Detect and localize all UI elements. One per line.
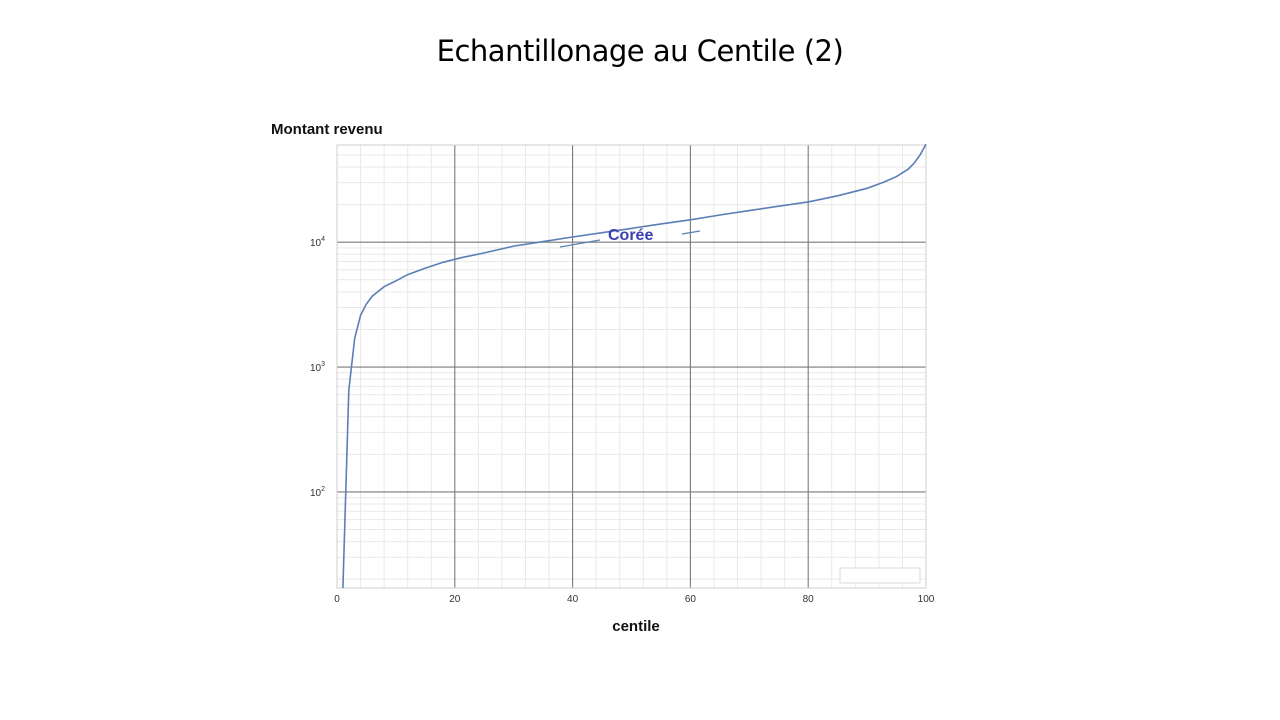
x-axis-label: centile bbox=[612, 618, 660, 635]
major-grid bbox=[337, 145, 926, 588]
y-tick-labels: 102 103 104 bbox=[310, 236, 325, 499]
x-tick-labels: 0 20 40 60 80 100 bbox=[334, 594, 935, 605]
series-label-leader bbox=[681, 230, 701, 235]
slide-title: Echantillonage au Centile (2) bbox=[436, 34, 844, 68]
x-tick-label: 80 bbox=[803, 594, 815, 605]
x-tick-label: 40 bbox=[567, 594, 579, 605]
y-axis-label: Montant revenu bbox=[271, 121, 383, 138]
x-tick-label: 0 bbox=[334, 594, 340, 605]
series-label: Corée bbox=[608, 227, 653, 244]
series-layer: Corée bbox=[342, 143, 927, 589]
y-tick-label: 102 bbox=[310, 486, 325, 499]
y-tick-label: 103 bbox=[310, 361, 325, 374]
y-tick-label: 104 bbox=[310, 236, 325, 249]
x-tick-label: 60 bbox=[685, 594, 697, 605]
legend-box bbox=[839, 567, 921, 584]
series-label-leader bbox=[559, 239, 601, 248]
plot-frame bbox=[336, 144, 927, 589]
x-tick-label: 100 bbox=[918, 594, 935, 605]
series-line bbox=[342, 143, 927, 589]
x-tick-label: 20 bbox=[449, 594, 461, 605]
